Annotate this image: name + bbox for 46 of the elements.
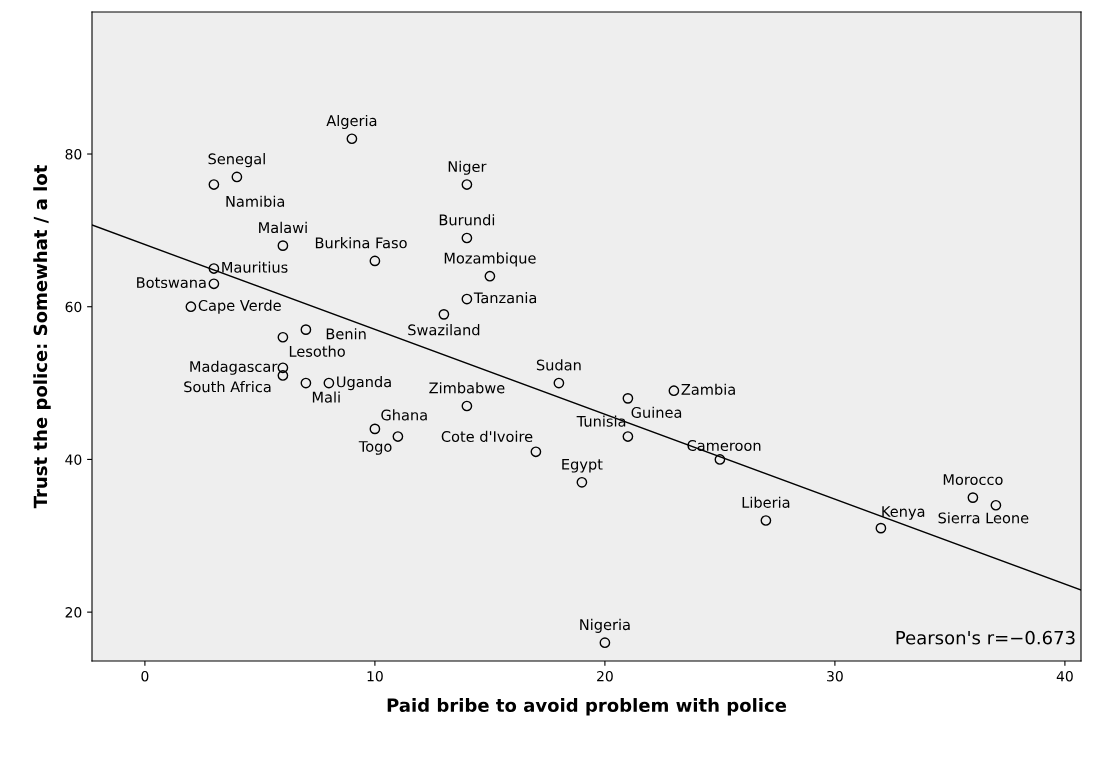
y-tick-label: 80 xyxy=(65,148,82,160)
y-axis-title: Trust the police: Somewhat / a lot xyxy=(33,165,51,509)
annotation: Niger xyxy=(448,160,487,175)
annotation: Liberia xyxy=(742,496,790,508)
annotation: Mali xyxy=(312,391,340,403)
annotation: Mozambique xyxy=(444,252,536,267)
annotation: Malawi xyxy=(259,221,307,234)
x-tick-label: 10 xyxy=(367,670,383,682)
annotation: Madagascar xyxy=(190,360,278,375)
annotation: Morocco xyxy=(943,474,1003,486)
x-axis-title: Paid bribe to avoid problem with police xyxy=(387,698,787,716)
annotation: South Africa xyxy=(184,381,271,393)
annotation: Cameroon xyxy=(687,440,761,452)
annotation: Tunisia xyxy=(576,415,626,427)
annotation: Zambia xyxy=(681,383,735,395)
x-tick-label: 20 xyxy=(597,670,613,682)
annotation: Kenya xyxy=(882,506,925,520)
x-tick-label: 30 xyxy=(827,670,843,682)
y-tick-label: 20 xyxy=(65,607,82,618)
annotation: Burkina Faso xyxy=(315,237,407,249)
y-tick-label: 40 xyxy=(65,454,82,465)
annotation: Tanzania xyxy=(473,292,537,304)
y-tick-label: 60 xyxy=(65,301,82,313)
annotation: Benin xyxy=(326,328,366,340)
annotation: Algeria xyxy=(326,114,377,130)
annotation: Pearson's r=−0.673 xyxy=(896,630,1075,645)
annotation: Lesotho xyxy=(289,345,345,357)
annotation: Zimbabwe xyxy=(429,382,505,394)
annotation: Cote d'Ivoire xyxy=(441,430,533,443)
annotation: Namibia xyxy=(226,195,285,207)
annotation: Burundi xyxy=(439,214,495,226)
annotation: Togo xyxy=(358,441,392,455)
annotation: Ghana xyxy=(381,409,427,421)
x-tick-label: 40 xyxy=(1056,670,1073,682)
annotation: Egypt xyxy=(562,458,603,473)
annotation: Mauritius xyxy=(222,261,288,273)
annotation: Cape Verde xyxy=(198,299,281,314)
annotation: Guinea xyxy=(631,406,682,418)
annotation: Nigeria xyxy=(580,618,630,633)
annotation: Botswana xyxy=(137,277,206,289)
annotation: Sudan xyxy=(536,359,581,371)
annotation: Senegal xyxy=(208,153,265,168)
annotation: Sierra Leone xyxy=(938,512,1029,524)
x-tick-label: 0 xyxy=(141,670,149,682)
annotation: Swaziland xyxy=(408,324,480,336)
annotation: Uganda xyxy=(337,376,391,391)
